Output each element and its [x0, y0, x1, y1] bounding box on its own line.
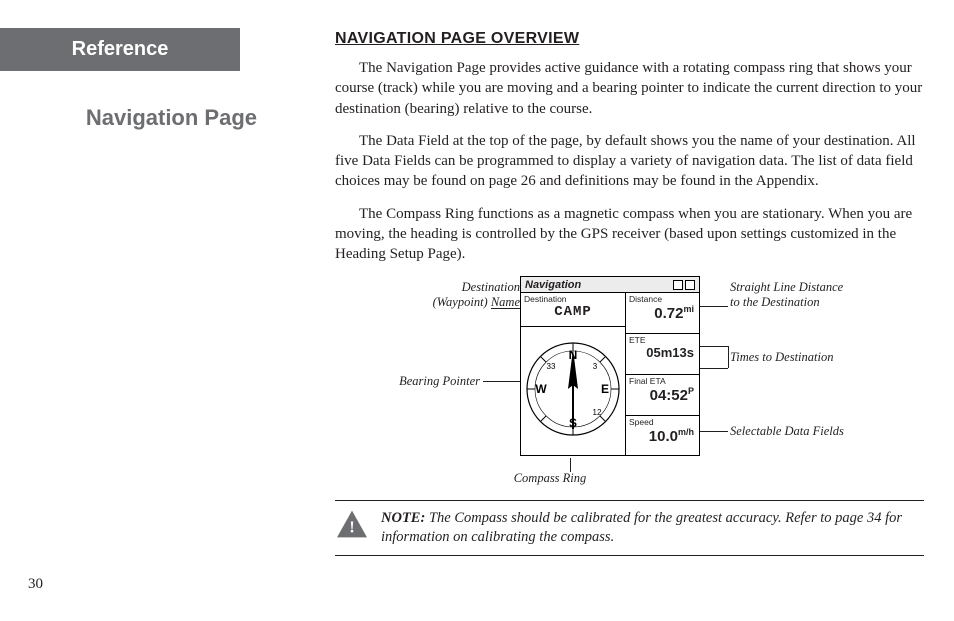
svg-text:E: E [601, 382, 609, 396]
reference-tab: Reference [0, 28, 240, 71]
note-block: ! NOTE: The Compass should be calibrated… [335, 500, 924, 547]
callout-line [700, 346, 728, 347]
paragraph-3: The Compass Ring functions as a magnetic… [335, 204, 924, 265]
callout-selectable: Selectable Data Fields [730, 424, 844, 438]
field-label: Final ETA [629, 376, 696, 386]
speed-value: 10.0 [649, 428, 678, 445]
callout-line [570, 458, 571, 472]
callout-line [728, 346, 729, 368]
section-title: Navigation Page [0, 105, 275, 131]
callout-compass-ring: Compass Ring [500, 471, 600, 485]
field-label: Destination [524, 294, 622, 304]
distance-field: Distance 0.72mi [626, 293, 699, 334]
ete-field: ETE 05m13s [626, 334, 699, 375]
field-label: Distance [629, 294, 696, 304]
note-text: NOTE: The Compass should be calibrated f… [381, 509, 924, 547]
svg-text:W: W [535, 382, 547, 396]
paragraph-2: The Data Field at the top of the page, b… [335, 131, 924, 192]
sidebar: Reference Navigation Page 30 [0, 0, 275, 621]
callout-destination-name: Destination (Waypoint) Name [410, 280, 520, 309]
svg-text:33: 33 [547, 362, 556, 371]
device-title-bar: Navigation [521, 277, 699, 293]
callout-line [700, 368, 728, 369]
device-title-icons [673, 280, 695, 290]
callout-line [700, 306, 728, 307]
device-title-text: Navigation [525, 279, 581, 291]
destination-field: Destination CAMP [521, 293, 625, 327]
callout-line [700, 431, 728, 432]
field-label: Speed [629, 417, 696, 427]
ete-value: 05m13s [646, 345, 694, 360]
callout-bearing-pointer: Bearing Pointer [390, 374, 480, 388]
field-label: ETE [629, 335, 696, 345]
final-eta-field: Final ETA 04:52P [626, 375, 699, 416]
distance-value: 0.72 [654, 305, 683, 322]
main-content: NAVIGATION PAGE OVERVIEW The Navigation … [275, 0, 954, 621]
speed-field: Speed 10.0m/h [626, 416, 699, 456]
compass-ring: N E S W 33 3 12 [521, 327, 625, 455]
paragraph-1: The Navigation Page provides active guid… [335, 58, 924, 119]
note-body: The Compass should be calibrated for the… [381, 510, 902, 545]
final-eta-value: 04:52 [650, 387, 688, 404]
callout-straight-line: Straight Line Distance to the Destinatio… [730, 280, 843, 309]
warning-icon: ! [335, 509, 369, 539]
note-label: NOTE: [381, 510, 425, 526]
page-heading: NAVIGATION PAGE OVERVIEW [335, 30, 924, 48]
svg-text:3: 3 [593, 362, 598, 371]
svg-text:!: ! [349, 518, 355, 537]
page-number: 30 [28, 576, 43, 593]
svg-text:12: 12 [593, 408, 602, 417]
destination-value: CAMP [524, 304, 622, 320]
figure: Destination (Waypoint) Name Bearing Poin… [335, 276, 924, 496]
callout-times: Times to Destination [730, 350, 833, 364]
device-screenshot: Navigation Destination CAMP [520, 276, 700, 456]
